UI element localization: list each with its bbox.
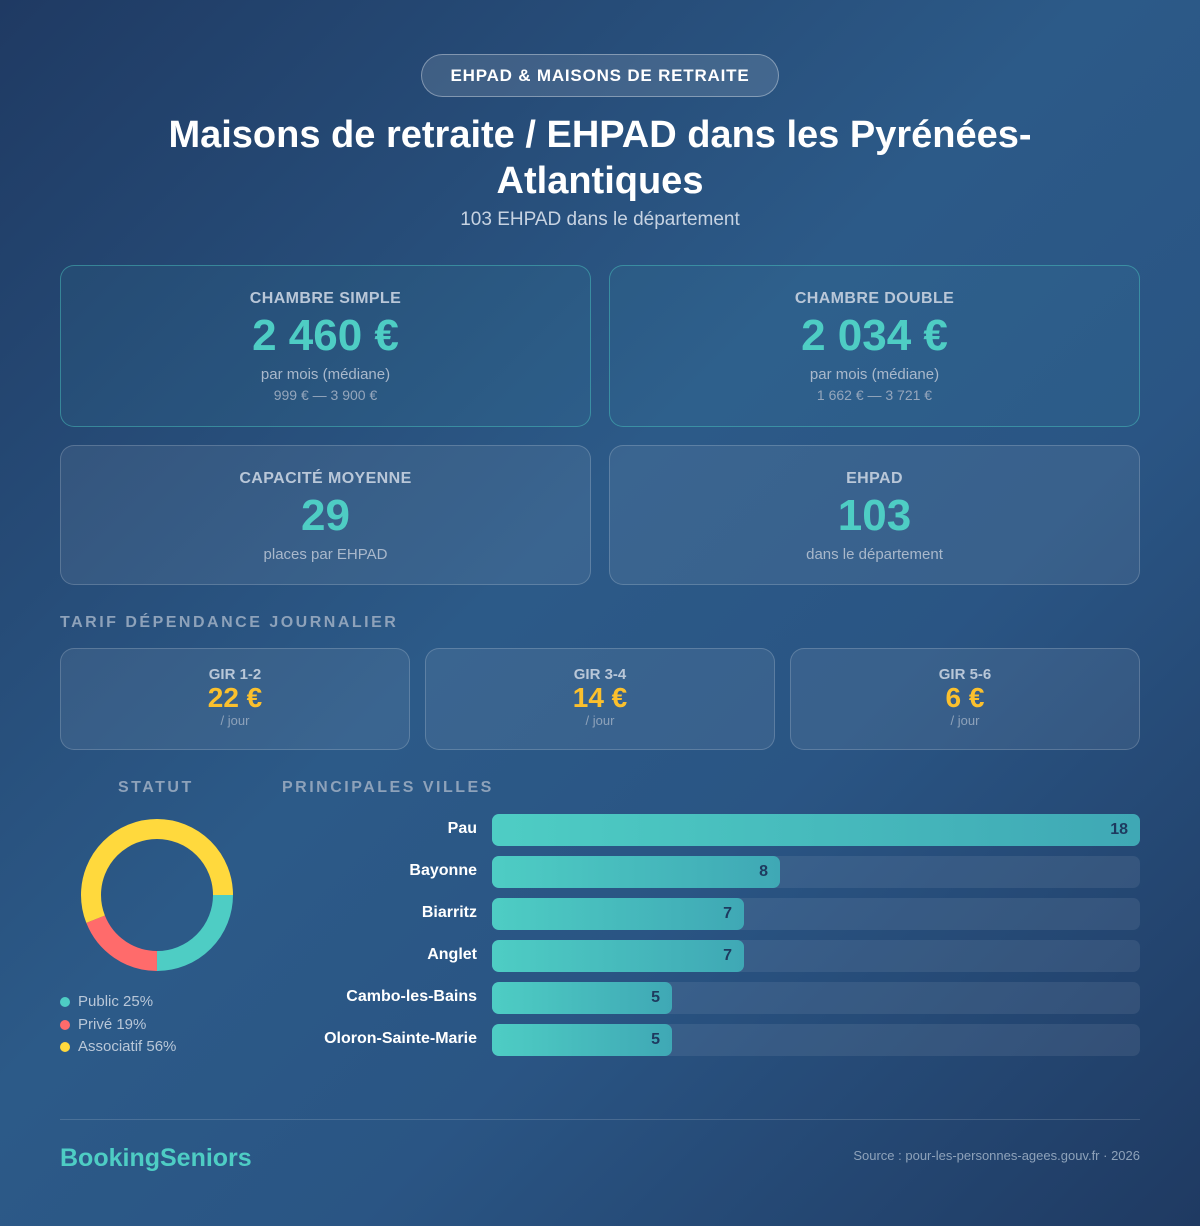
tarif-section-title: TARIF DÉPENDANCE JOURNALIER xyxy=(60,614,399,631)
card-label: CHAMBRE DOUBLE xyxy=(794,290,955,307)
gir-value: 6 € xyxy=(945,682,985,713)
footer-divider xyxy=(60,1119,1140,1120)
city-label: Oloron-Sainte-Marie xyxy=(324,1030,477,1047)
bar-track: 18 xyxy=(492,814,1140,846)
gir-card: GIR 1-2 22 € / jour xyxy=(60,648,410,750)
legend-label: Public 25% xyxy=(78,993,154,1010)
gir-value: 22 € xyxy=(207,682,263,713)
city-label: Cambo-les-Bains xyxy=(346,988,477,1005)
bar-bayonne: 8 xyxy=(492,856,780,888)
legend-label: Associatif 56% xyxy=(78,1038,177,1055)
bar-value-label: 5 xyxy=(651,1031,660,1048)
card-label: CAPACITÉ MOYENNE xyxy=(239,470,412,487)
city-label: Bayonne xyxy=(409,862,477,879)
gir-unit: / jour xyxy=(950,713,980,728)
bar-track: 8 xyxy=(492,856,1140,888)
card-value: 103 xyxy=(837,491,912,540)
card-value: 29 xyxy=(301,491,350,540)
gir-label: GIR 5-6 xyxy=(938,666,992,683)
legend-dot xyxy=(60,1041,70,1052)
legend-dot xyxy=(60,1019,70,1030)
page-subtitle: 103 EHPAD dans le département xyxy=(460,209,740,230)
city-label: Pau xyxy=(447,820,477,837)
bar-anglet: 7 xyxy=(492,940,744,972)
bar-value-label: 8 xyxy=(759,863,768,880)
bar-cambo-les-bains: 5 xyxy=(492,982,672,1014)
statut-title: STATUT xyxy=(118,779,194,796)
gir-label: GIR 3-4 xyxy=(573,666,627,683)
legend-prive: Privé 19% xyxy=(60,1016,146,1033)
bar-track: 5 xyxy=(492,982,1140,1014)
bar-value-label: 5 xyxy=(651,989,660,1006)
bar-track: 7 xyxy=(492,898,1140,930)
card-label: CHAMBRE SIMPLE xyxy=(249,290,402,307)
category-badge: EHPAD & MAISONS DE RETRAITE xyxy=(421,54,779,97)
card-ehpad-count: EHPAD 103 dans le département xyxy=(609,445,1140,585)
statut-donut-chart xyxy=(81,819,233,971)
gir-card: GIR 3-4 14 € / jour xyxy=(425,648,775,750)
gir-unit: / jour xyxy=(220,713,250,728)
card-capacite: CAPACITÉ MOYENNE 29 places par EHPAD xyxy=(60,445,591,585)
card-sub: places par EHPAD xyxy=(263,546,388,563)
card-value: 2 460 € xyxy=(252,311,399,360)
card-range: 1 662 € — 3 721 € xyxy=(816,387,933,403)
bar-value-label: 7 xyxy=(723,905,732,922)
brand-logo: BookingSeniors xyxy=(60,1144,252,1172)
villes-title: PRINCIPALES VILLES xyxy=(282,779,494,796)
legend-dot xyxy=(60,996,70,1007)
city-label: Biarritz xyxy=(421,904,477,921)
bar-biarritz: 7 xyxy=(492,898,744,930)
bar-oloron-sainte-marie: 5 xyxy=(492,1024,672,1056)
city-label: Anglet xyxy=(427,946,477,963)
card-chambre-double: CHAMBRE DOUBLE 2 034 € par mois (médiane… xyxy=(609,265,1140,427)
gir-unit: / jour xyxy=(585,713,615,728)
bar-value-label: 7 xyxy=(723,947,732,964)
legend-associatif: Associatif 56% xyxy=(60,1038,176,1055)
bar-track: 7 xyxy=(492,940,1140,972)
card-sub: par mois (médiane) xyxy=(260,366,391,383)
card-chambre-simple: CHAMBRE SIMPLE 2 460 € par mois (médiane… xyxy=(60,265,591,427)
bar-track: 5 xyxy=(492,1024,1140,1056)
gir-value: 14 € xyxy=(572,682,628,713)
source-text: Source : pour-les-personnes-agees.gouv.f… xyxy=(853,1148,1140,1163)
card-range: 999 € — 3 900 € xyxy=(273,387,378,403)
gir-label: GIR 1-2 xyxy=(208,666,262,683)
bar-pau: 18 xyxy=(492,814,1140,846)
legend-label: Privé 19% xyxy=(78,1016,147,1033)
card-label: EHPAD xyxy=(846,470,903,487)
card-sub: dans le département xyxy=(806,546,943,563)
gir-card: GIR 5-6 6 € / jour xyxy=(790,648,1140,750)
page-title: Maisons de retraite / EHPAD dans les Pyr… xyxy=(168,114,1032,202)
bar-value-label: 18 xyxy=(1110,821,1128,838)
donut-slice-associatif xyxy=(81,819,233,971)
card-value: 2 034 € xyxy=(801,311,948,360)
legend-public: Public 25% xyxy=(60,993,153,1010)
card-sub: par mois (médiane) xyxy=(809,366,940,383)
